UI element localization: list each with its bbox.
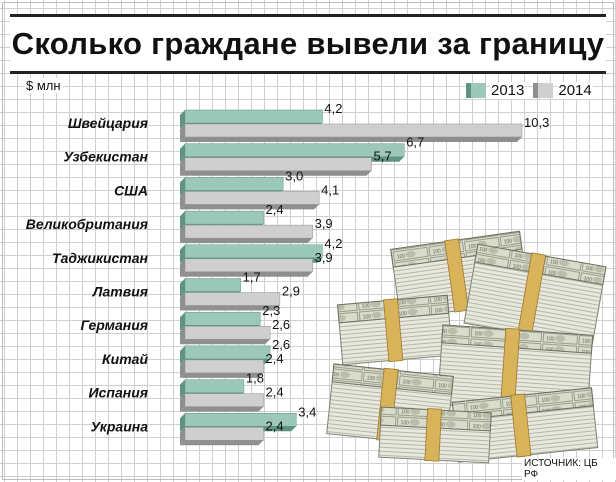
category-label: Германия — [81, 317, 148, 333]
value-label-2013: 4,2 — [324, 101, 342, 116]
category-label: Китай — [102, 351, 148, 367]
value-label-2014: 4,1 — [321, 182, 339, 197]
unit-label: $ млн — [24, 78, 63, 93]
value-label-2014: 2,4 — [266, 418, 284, 433]
value-label-2014: 2,4 — [266, 351, 284, 366]
bar-2014 — [180, 292, 281, 311]
legend: 2013 2014 — [466, 82, 601, 99]
value-label-2013: 1,7 — [243, 270, 261, 285]
bar-2014 — [180, 427, 264, 446]
bar-2014 — [180, 191, 320, 210]
legend-swatch-2013 — [466, 83, 486, 98]
source-note: ИСТОЧНИК: ЦБ РФ — [522, 458, 616, 480]
value-label-2013: 2,3 — [262, 303, 280, 318]
legend-label-2013: 2013 — [490, 82, 526, 99]
bar-2014 — [180, 325, 271, 345]
category-label: Великобритания — [26, 216, 148, 232]
category-label: Таджикистан — [52, 250, 149, 266]
money-stack — [463, 243, 607, 347]
bar-2014 — [180, 123, 523, 142]
value-label-2014: 10,3 — [524, 115, 549, 130]
value-label-2013: 3,0 — [285, 168, 303, 183]
bar-2014 — [180, 258, 313, 277]
bar-2014 — [180, 393, 264, 412]
value-label-2014: 3,9 — [315, 250, 333, 265]
value-label-2014: 2,9 — [282, 284, 300, 299]
value-label-2013: 1,8 — [246, 371, 264, 386]
category-label: Испания — [89, 385, 148, 401]
value-label-2013: 4,2 — [324, 236, 342, 251]
value-label-2013: 3,4 — [298, 404, 316, 419]
legend-label-2014: 2014 — [557, 82, 593, 99]
category-label: Узбекистан — [64, 149, 149, 165]
bar-2014 — [180, 157, 372, 176]
value-label-2014: 2,4 — [266, 385, 284, 400]
money-stack — [378, 406, 492, 464]
value-label-2014: 3,9 — [315, 216, 333, 231]
legend-swatch-2014 — [533, 83, 554, 98]
bars-group: Швейцария 4,2 10,3 Узбекистан 6,7 5,7 США 3,0 4,… — [26, 101, 549, 446]
bar-2014 — [180, 224, 313, 244]
category-label: Латвия — [92, 284, 148, 300]
value-label-2014: 2,6 — [272, 317, 290, 332]
value-label-2013: 6,7 — [406, 135, 424, 150]
category-label: США — [114, 182, 148, 198]
money-stack — [337, 294, 453, 366]
category-label: Швейцария — [68, 115, 148, 131]
chart-title: Сколько граждане вывели за границу — [10, 14, 606, 74]
category-label: Украина — [91, 418, 149, 434]
value-label-2013: 2,6 — [272, 337, 290, 352]
bar-2014 — [180, 359, 264, 378]
value-label-2013: 2,4 — [266, 202, 284, 217]
value-label-2014: 5,7 — [373, 149, 391, 164]
money-illustration — [326, 230, 607, 464]
